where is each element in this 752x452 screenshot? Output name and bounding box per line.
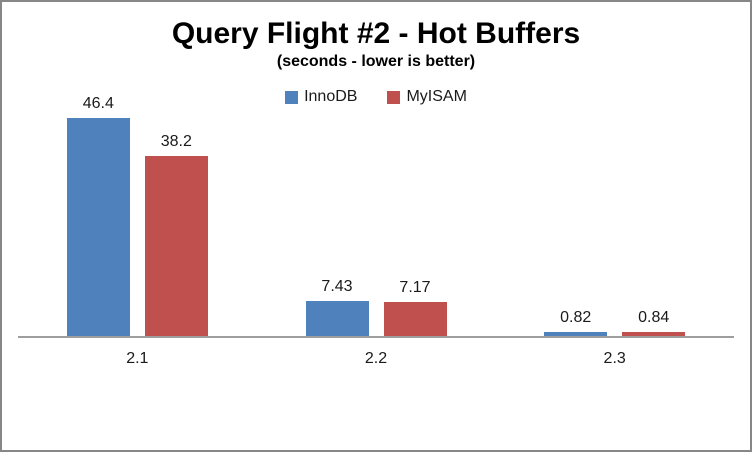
- bar-group-2.1: 46.4 38.2: [18, 95, 257, 336]
- bar-value-label: 7.17: [399, 279, 431, 297]
- bar-value-label: 46.4: [82, 94, 114, 112]
- plot-area: 46.4 38.2 7.43 7.17 0.82 0.84: [18, 95, 734, 338]
- bar-value-label: 7.43: [321, 278, 353, 296]
- bar-group-2.2: 7.43 7.17: [257, 106, 496, 336]
- bar-group-2.3: 0.82 0.84: [495, 106, 734, 336]
- legend-label: InnoDB: [304, 88, 358, 105]
- chart-title: Query Flight #2 - Hot Buffers: [171, 17, 581, 50]
- x-axis-label-2.1: 2.1: [126, 350, 149, 367]
- bar-wrap-innodb-2.3: 0.82: [544, 309, 608, 336]
- bar-wrap-myisam-2.1: 38.2: [144, 133, 208, 336]
- legend: InnoDB MyISAM: [2, 88, 750, 106]
- bar-myisam-2.1: [144, 156, 208, 336]
- bar-wrap-myisam-2.2: 7.17: [383, 279, 447, 336]
- legend-swatch-innodb: [285, 90, 299, 104]
- bar-wrap-myisam-2.3: 0.84: [622, 309, 686, 336]
- bar-value-label: 0.82: [560, 309, 592, 327]
- bar-wrap-innodb-2.2: 7.43: [305, 278, 369, 336]
- bar-innodb-2.3: [544, 332, 608, 336]
- chart-subtitle: (seconds - lower is better): [276, 53, 476, 70]
- legend-label: MyISAM: [406, 88, 467, 105]
- legend-item-innodb: InnoDB: [285, 88, 357, 106]
- legend-item-myisam: MyISAM: [387, 88, 467, 106]
- bar-wrap-innodb-2.1: 46.4: [66, 94, 130, 336]
- x-axis-label-2.3: 2.3: [603, 350, 626, 367]
- legend-swatch-myisam: [387, 90, 401, 104]
- bar-innodb-2.1: [66, 117, 130, 336]
- bar-value-label: 38.2: [160, 133, 192, 151]
- bar-myisam-2.2: [383, 302, 447, 336]
- bar-innodb-2.2: [305, 301, 369, 336]
- x-axis-label-2.2: 2.2: [364, 350, 388, 367]
- x-axis-labels: 2.1 2.2 2.3: [18, 338, 734, 368]
- bar-myisam-2.3: [622, 332, 686, 336]
- bar-value-label: 0.84: [638, 309, 670, 326]
